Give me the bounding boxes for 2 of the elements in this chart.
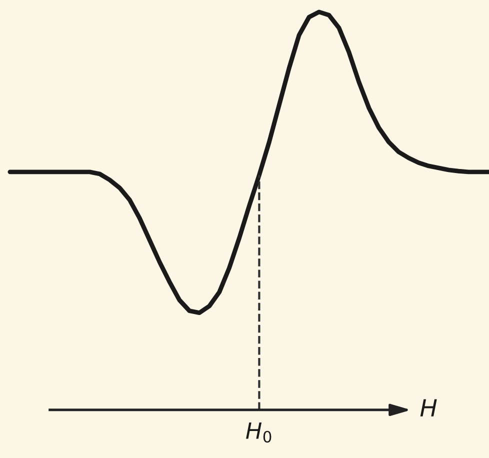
text: H$_{0}$ xyxy=(246,422,272,443)
x-axis-title: H xyxy=(420,399,437,416)
